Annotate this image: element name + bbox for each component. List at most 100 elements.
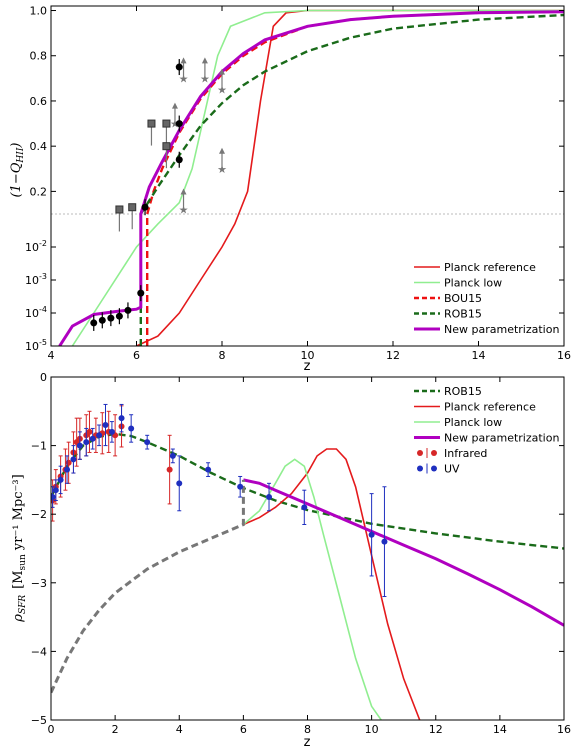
x-tick-label: 16 <box>557 723 571 736</box>
legend-label-planck-reference: Planck reference <box>444 261 536 274</box>
x-tick-label: 6 <box>133 349 140 362</box>
top-x-axis-label: z <box>304 359 311 374</box>
top-x-ticks: 4 6 8 10 12 14 16 <box>48 6 571 362</box>
data-point <box>175 63 183 71</box>
uv-data-point <box>89 435 96 442</box>
bottom-y-axis-label: ρSFR [Msun yr⁻¹ Mpc⁻³] <box>11 474 28 622</box>
uv-data-point <box>118 415 125 422</box>
infrared-data-point <box>86 428 93 435</box>
data-point <box>175 156 183 164</box>
series-line-bou15 <box>145 10 564 346</box>
x-tick-label: 14 <box>472 349 486 362</box>
arrow-head <box>219 147 225 154</box>
y-tick-label: 10-4 <box>25 305 47 320</box>
uv-data-point <box>83 439 90 446</box>
uv-data-point <box>266 494 273 501</box>
tick-exponent: -2 <box>39 239 47 248</box>
data-point <box>137 289 145 297</box>
bottom-y-label-sfr: SFR <box>18 595 28 614</box>
x-tick-label: 14 <box>493 723 507 736</box>
x-tick-label: 0 <box>48 723 55 736</box>
uv-data-point <box>176 480 183 487</box>
data-point <box>141 203 149 211</box>
series-line-planck-reference <box>243 448 421 720</box>
y-tick-label: −5 <box>31 714 47 727</box>
data-point <box>115 312 123 320</box>
star-marker: ★ <box>200 72 210 85</box>
tick-exponent: -4 <box>39 305 47 314</box>
uv-data-point <box>381 538 388 545</box>
top-y-axis-label-main: (1−Q <box>9 162 24 197</box>
tick-exponent: -3 <box>39 272 47 281</box>
y-tick-label: −2 <box>31 508 47 521</box>
uv-data-point <box>169 452 176 459</box>
uv-data-point <box>128 425 135 432</box>
x-tick-label: 8 <box>219 349 226 362</box>
data-point <box>107 314 115 322</box>
legend-label-new-parametrization: New parametrization <box>444 432 559 445</box>
top-y-ticks: 0.20.40.60.81.010-510-410-310-2 <box>25 5 564 353</box>
x-tick-label: 12 <box>386 349 400 362</box>
top-y-axis-label-sub: HII <box>16 147 26 163</box>
bottom-x-axis-label: z <box>304 735 311 750</box>
uv-data-point <box>301 504 308 511</box>
x-tick-label: 8 <box>304 723 311 736</box>
tick-base: 10 <box>25 340 39 353</box>
legend-label-rob15: ROB15 <box>444 385 482 398</box>
square-marker <box>162 119 171 128</box>
uv-data-point <box>96 432 103 439</box>
bottom-legend: ROB15 Planck reference Planck low New param… <box>414 385 559 476</box>
bottom-y-label-units: [M <box>11 570 26 588</box>
legend-label-planck-low: Planck low <box>444 277 502 290</box>
uv-data-point <box>108 428 115 435</box>
uv-data-point <box>102 422 109 429</box>
y-tick-label: 1.0 <box>30 5 48 18</box>
x-tick-label: 12 <box>429 723 443 736</box>
y-tick-label: 0.4 <box>30 140 48 153</box>
bottom-plot-area <box>51 377 564 720</box>
uv-data-point <box>237 483 244 490</box>
bottom-y-label-units-sub: sun <box>18 554 28 570</box>
bottom-y-ticks: 0 −1 −2 −3 −4 −5 <box>31 371 564 727</box>
tick-base: 10 <box>25 274 39 287</box>
star-marker: ★ <box>179 72 189 85</box>
star-marker: ★ <box>217 163 227 176</box>
uv-data-point <box>70 456 77 463</box>
data-point <box>124 306 132 314</box>
tick-base: 10 <box>25 307 39 320</box>
y-tick-label: 0 <box>40 371 47 384</box>
x-tick-label: 10 <box>301 349 315 362</box>
top-observations: ★ ★ ★ ★ ★ ★ <box>90 57 227 331</box>
legend-label-rob15: ROB15 <box>444 308 482 321</box>
x-tick-label: 16 <box>557 349 571 362</box>
legend-marker-uv <box>417 465 423 472</box>
legend-label-new-parametrization: New parametrization <box>444 323 559 336</box>
x-tick-label: 6 <box>240 723 247 736</box>
series-line-extrapolation <box>51 479 245 694</box>
arrow-head <box>171 102 178 109</box>
x-tick-label: 4 <box>48 349 55 362</box>
x-tick-label: 10 <box>365 723 379 736</box>
y-tick-label: 0.2 <box>30 185 48 198</box>
data-point <box>175 120 183 128</box>
y-tick-label: −3 <box>31 577 47 590</box>
uv-data-point <box>144 439 151 446</box>
infrared-data-point <box>166 466 173 473</box>
legend-label-planck-low: Planck low <box>444 416 502 429</box>
square-marker <box>128 203 137 212</box>
star-marker: ★ <box>217 84 227 97</box>
legend-label-infrared: Infrared <box>444 447 487 460</box>
series-line-new-parametrization <box>243 478 564 627</box>
top-y-axis-label-close: ) <box>9 143 24 149</box>
bottom-observations <box>51 403 388 598</box>
uv-data-point <box>205 466 212 473</box>
tick-exponent: -5 <box>39 338 47 347</box>
y-tick-label: 10-5 <box>25 338 47 353</box>
bottom-x-ticks: 0 2 4 6 8 10 12 14 16 <box>48 377 571 736</box>
square-marker <box>115 205 124 214</box>
top-legend: Planck reference Planck low BOU15 ROB15 New … <box>414 261 559 336</box>
data-point <box>98 316 106 324</box>
legend-marker-infrared <box>431 450 437 456</box>
uv-data-point <box>368 531 375 538</box>
